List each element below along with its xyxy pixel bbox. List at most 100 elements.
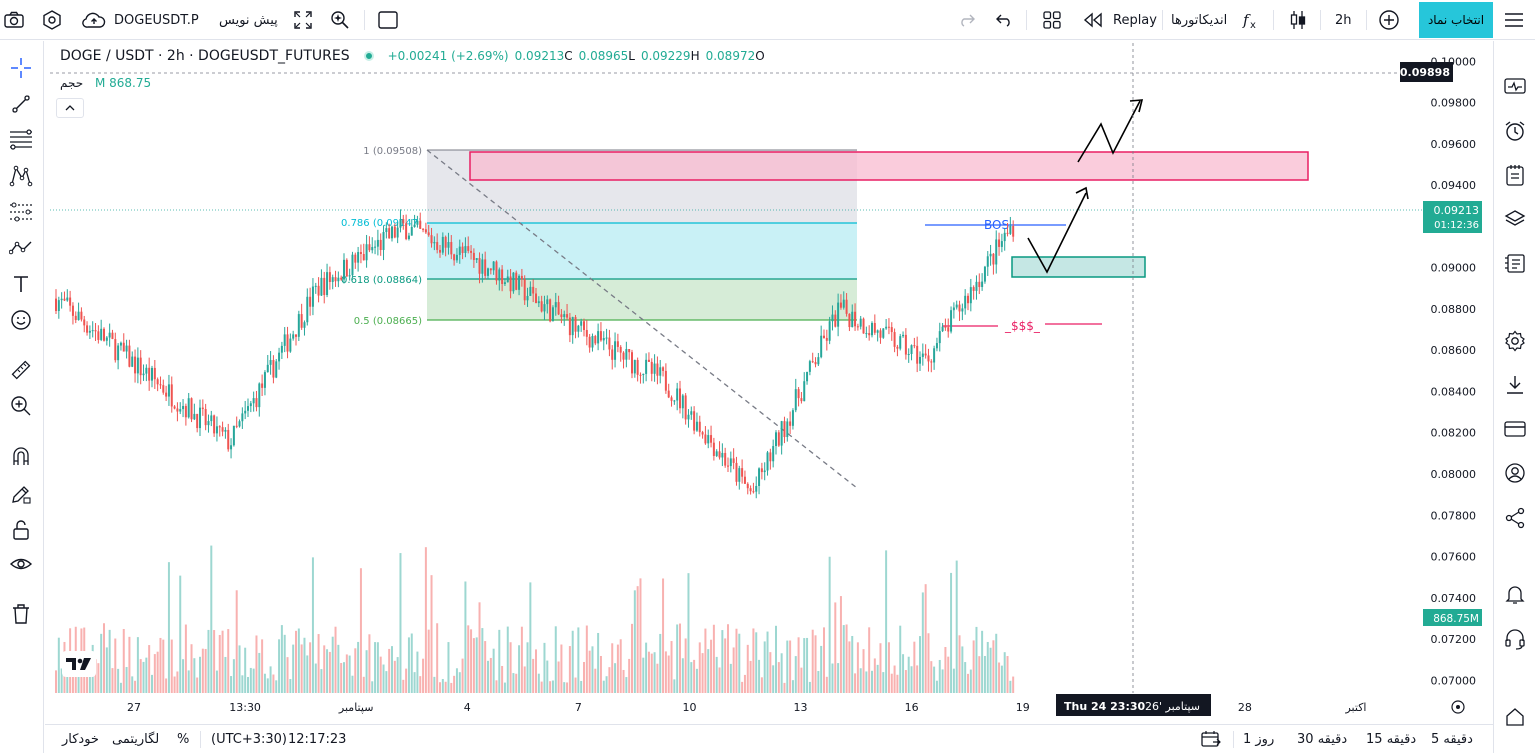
candle-body — [86, 325, 89, 333]
volume-bar — [585, 625, 588, 693]
user-profile-icon[interactable] — [1503, 461, 1527, 485]
projection-arrow-1[interactable] — [1027, 192, 1087, 274]
download-icon[interactable] — [1503, 373, 1527, 397]
volume-bar — [811, 629, 814, 693]
projection-arrow-2[interactable] — [1077, 100, 1141, 163]
collapse-legend-button[interactable] — [56, 98, 84, 118]
replay-rewind-icon[interactable] — [1081, 8, 1105, 32]
candle-body — [323, 277, 326, 295]
eye-visibility-icon[interactable] — [8, 551, 34, 577]
symbol-title[interactable]: DOGE / USDT · 2h · DOGEUSDT_FUTURES — [60, 48, 350, 64]
text-tool-icon[interactable] — [8, 271, 34, 297]
volume-bar — [357, 641, 360, 693]
demand-zone[interactable] — [1011, 256, 1146, 278]
symbol-search-button[interactable]: انتخاب نماد — [1419, 2, 1493, 38]
timeframe-15m[interactable]: 15 دقیقه — [1366, 732, 1417, 747]
log-scale-button[interactable]: لگاریتمی — [112, 732, 160, 747]
volume-bar — [422, 658, 425, 693]
watchlist-icon[interactable] — [1503, 251, 1527, 275]
volume-bar — [608, 667, 611, 693]
pulse-monitor-icon[interactable] — [1503, 75, 1527, 99]
volume-bar — [280, 625, 283, 693]
trendline-icon[interactable] — [8, 91, 34, 117]
auto-scale-button[interactable]: خودکار — [62, 732, 99, 747]
fullscreen-icon[interactable] — [291, 8, 315, 32]
candles-type-icon[interactable] — [1286, 8, 1310, 32]
candle-body — [910, 345, 913, 354]
layouts-grid-icon[interactable] — [1040, 8, 1064, 32]
volume-bar — [167, 562, 170, 693]
time-axis[interactable] — [50, 693, 1493, 723]
timezone[interactable]: (UTC+3:30) — [211, 732, 288, 747]
volume-legend[interactable]: حجم M 868.75 — [60, 76, 151, 90]
tradingview-logo[interactable] — [62, 651, 96, 677]
layers-icon[interactable] — [1503, 207, 1527, 231]
lock-icon[interactable] — [8, 517, 34, 543]
projection-icon[interactable] — [8, 235, 34, 261]
candle-body — [57, 300, 60, 311]
candle-body — [828, 321, 831, 341]
settings-hex-icon[interactable] — [40, 8, 64, 32]
crosshair-icon[interactable] — [8, 55, 34, 81]
redo-icon[interactable] — [955, 8, 979, 32]
fib-retracement-icon[interactable] — [8, 127, 34, 153]
time-axis-settings-icon[interactable] — [1451, 700, 1465, 714]
volume-bar — [783, 682, 786, 693]
emoji-icon[interactable] — [8, 307, 34, 333]
volume-bar — [727, 624, 729, 693]
settings-gear-icon[interactable] — [1503, 329, 1527, 353]
candle-body — [758, 468, 761, 486]
timeframe-30m[interactable]: 30 دقیقه — [1297, 732, 1348, 747]
home-icon[interactable] — [1503, 705, 1527, 729]
quick-search-icon[interactable] — [328, 8, 352, 32]
notifications-bell-icon[interactable] — [1503, 582, 1527, 606]
publish-label[interactable]: پیش نویس — [219, 12, 278, 28]
volume-bar — [492, 648, 495, 693]
fib-trend-line[interactable] — [426, 149, 858, 489]
percent-scale-button[interactable]: % — [177, 732, 190, 747]
share-icon[interactable] — [1503, 506, 1527, 530]
cloud-save-icon[interactable] — [82, 8, 106, 32]
layout-square-icon[interactable] — [376, 8, 400, 32]
candle-body — [848, 313, 851, 328]
pencil-lock-icon[interactable] — [8, 481, 34, 507]
price-chart[interactable]: 1 (0.09508) 0.786 (0.09147) 0.618 (0.088… — [50, 43, 1493, 723]
volume-bar — [354, 648, 357, 693]
menu-hamburger-icon[interactable] — [1502, 8, 1526, 32]
timeframe-1d[interactable]: 1 روز — [1243, 732, 1275, 747]
interval-button[interactable]: 2h — [1335, 12, 1352, 28]
add-symbol-icon[interactable] — [1377, 8, 1401, 32]
volume-bar — [549, 681, 552, 693]
ruler-icon[interactable] — [8, 357, 34, 383]
candle-body — [153, 367, 156, 380]
price-tick-13: 0.07400 — [1431, 592, 1477, 605]
indicators-button[interactable]: اندیکاتورها — [1171, 12, 1228, 28]
notes-icon[interactable] — [1503, 163, 1527, 187]
replay-button[interactable]: Replay — [1113, 12, 1157, 28]
volume-bar — [317, 634, 320, 693]
pattern-icon[interactable] — [8, 163, 34, 189]
undo-icon[interactable] — [992, 8, 1016, 32]
candle-body — [1012, 225, 1015, 237]
zoom-in-icon[interactable] — [8, 393, 34, 419]
ohlc-close: 0.09213C — [514, 49, 573, 63]
trash-icon[interactable] — [8, 601, 34, 627]
fibonacci-retracement[interactable]: 1 (0.09508) 0.786 (0.09147) 0.618 (0.088… — [341, 146, 858, 489]
candle-body — [664, 370, 667, 391]
camera-icon[interactable] — [2, 8, 26, 32]
symbol-name[interactable]: DOGEUSDT.P — [114, 12, 199, 28]
prediction-tool-icon[interactable] — [8, 199, 34, 225]
candle-body — [337, 277, 340, 282]
candle-body — [331, 277, 334, 282]
alarm-clock-icon[interactable] — [1503, 119, 1527, 143]
supply-zone[interactable] — [469, 151, 1309, 181]
help-headset-icon[interactable] — [1503, 627, 1527, 651]
candle-body — [808, 361, 811, 372]
credit-card-icon[interactable] — [1503, 417, 1527, 441]
volume-bar — [139, 659, 142, 693]
timeframe-5m[interactable]: 5 دقیقه — [1431, 732, 1473, 747]
candle-body — [591, 336, 594, 348]
magnet-icon[interactable] — [8, 443, 34, 469]
date-range-icon[interactable] — [1201, 730, 1223, 750]
